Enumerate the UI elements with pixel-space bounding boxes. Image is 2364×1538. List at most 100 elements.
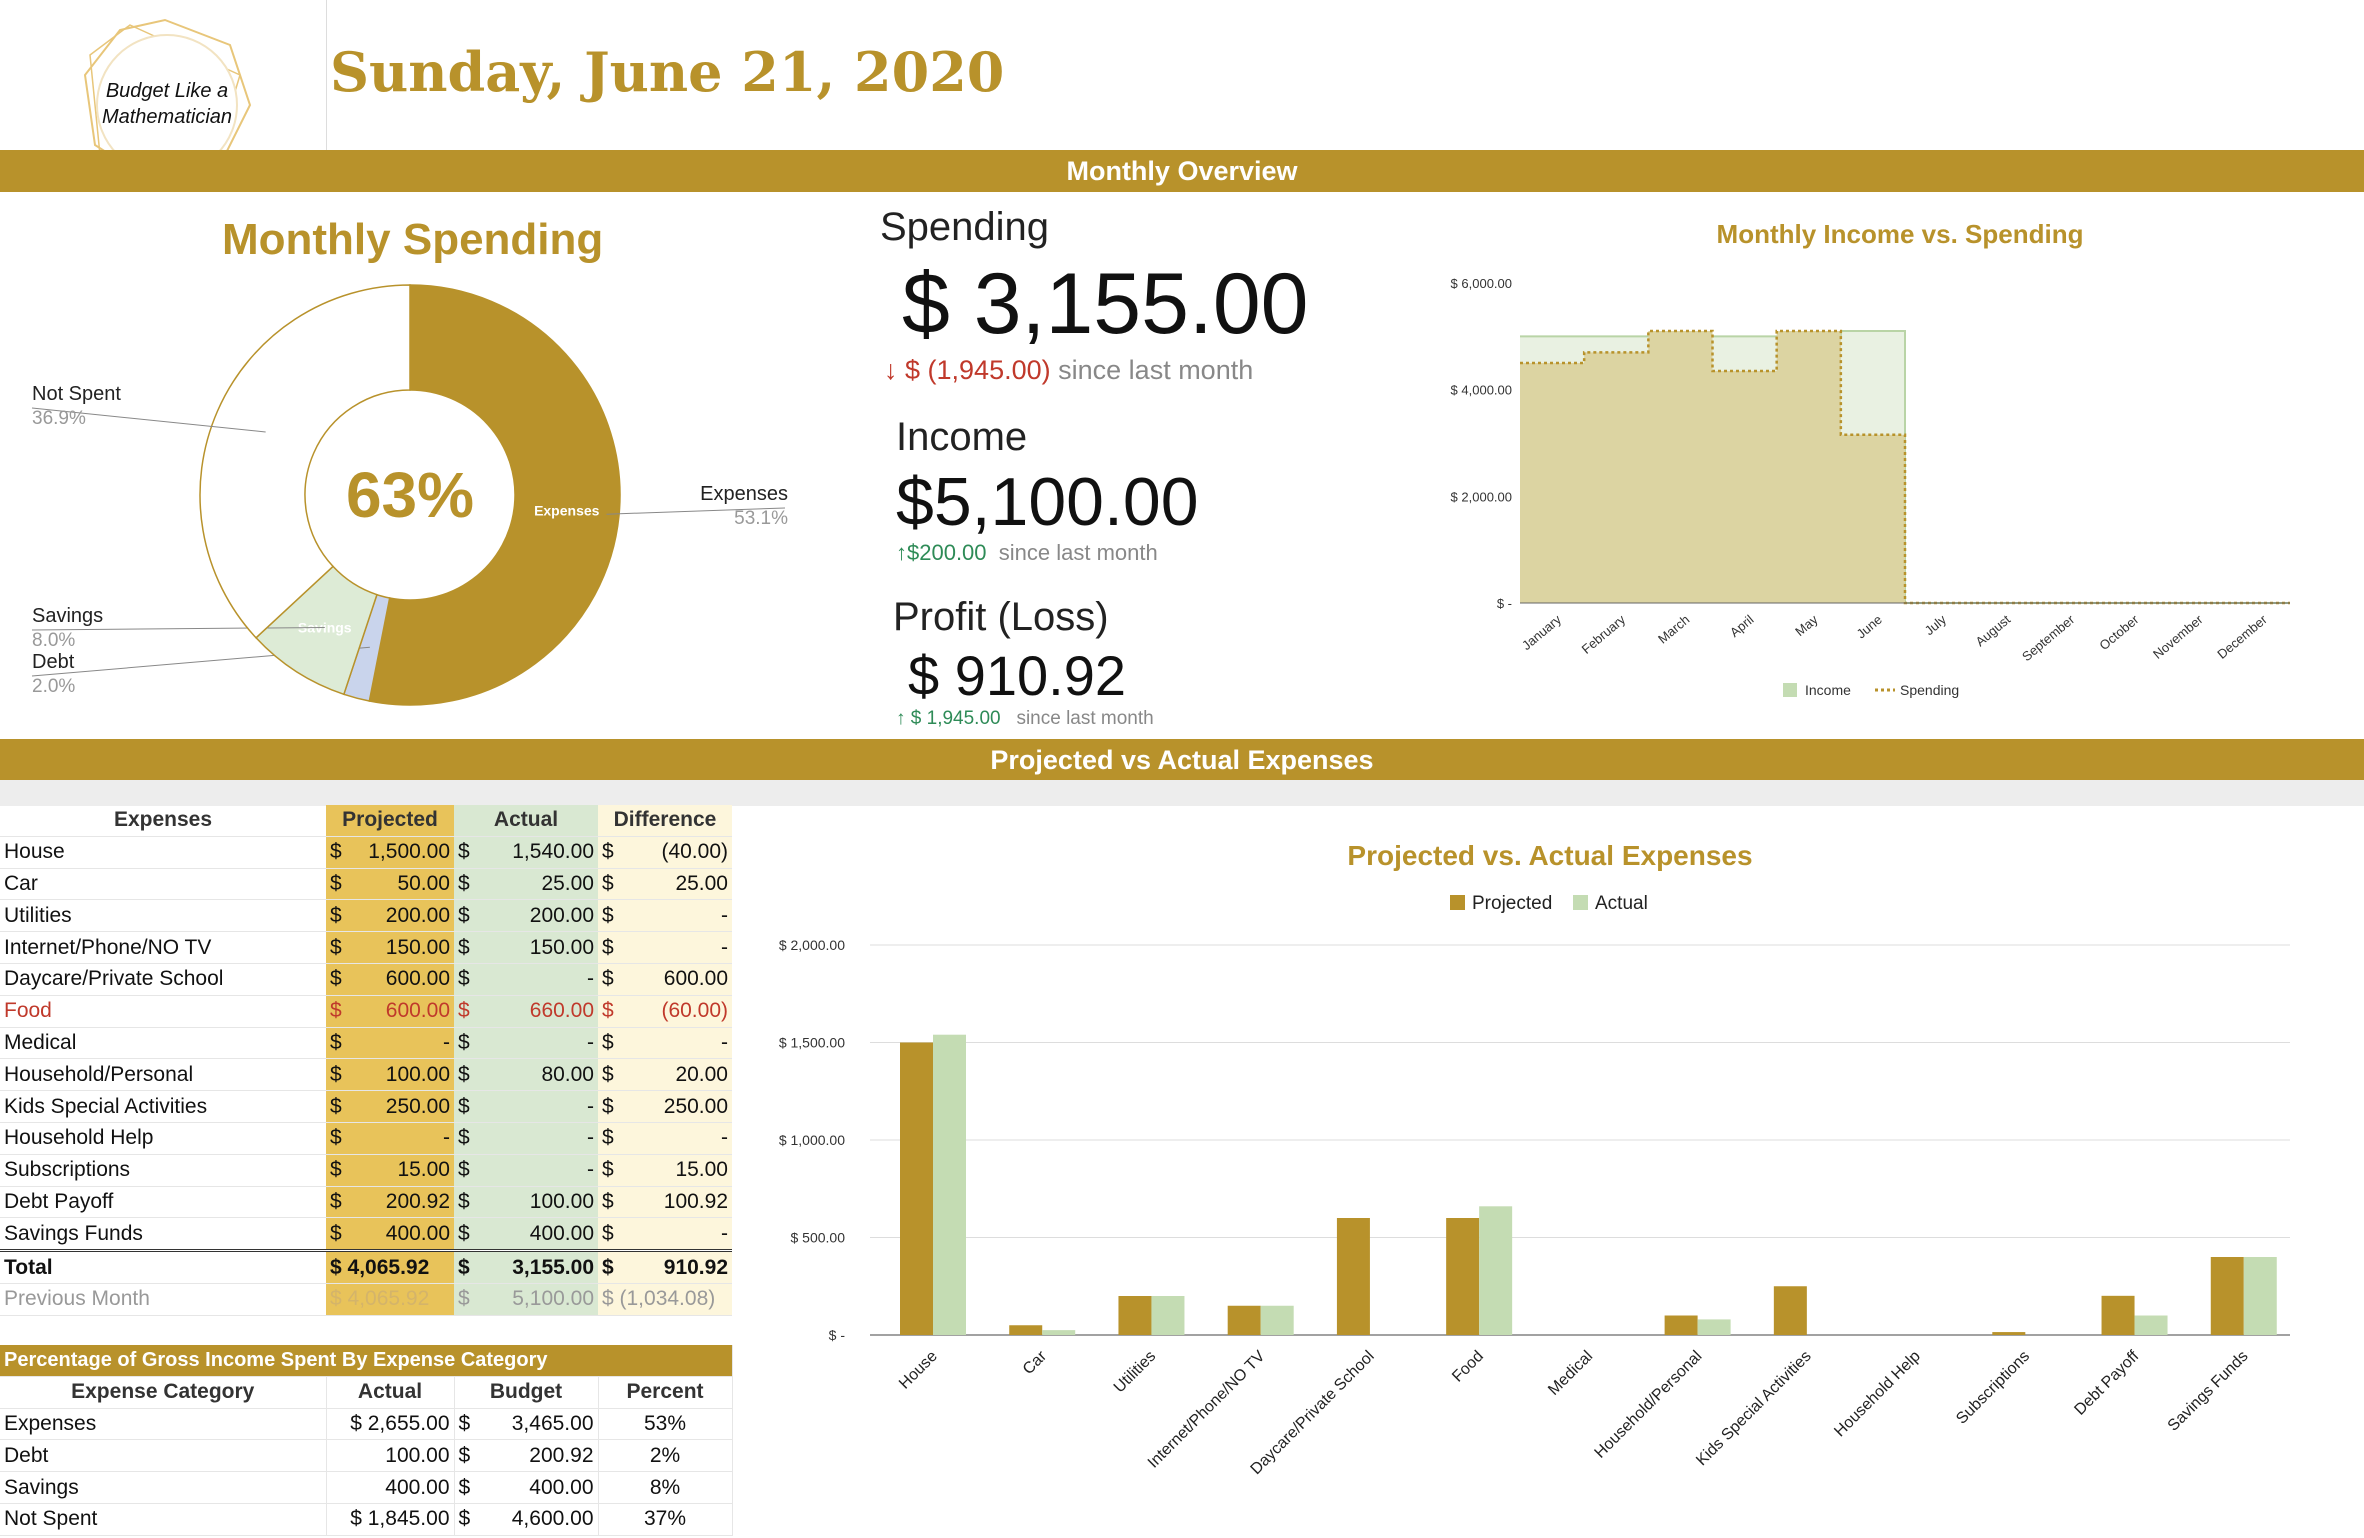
y-tick-label: $ 2,000.00 bbox=[1451, 489, 1512, 504]
bar-projected bbox=[1773, 1286, 1807, 1335]
projected-cell-value: 15.00 bbox=[397, 1158, 450, 1182]
x-tick-label: September bbox=[2019, 611, 2078, 664]
actual-cell-value: - bbox=[587, 1158, 594, 1182]
actual-cell: $ - bbox=[454, 963, 598, 996]
header-percent: Percent bbox=[598, 1376, 733, 1409]
down-arrow-icon: ↓ bbox=[884, 355, 898, 385]
table-row: Subscriptions $15.00 $ - $15.00 bbox=[0, 1154, 732, 1187]
spending-value: $ 3,155.00 bbox=[902, 256, 1309, 352]
x-tick-label: March bbox=[1655, 612, 1692, 647]
bar-actual bbox=[1697, 1319, 1731, 1335]
bar-projected bbox=[1009, 1325, 1043, 1335]
header-actual: Actual bbox=[454, 805, 598, 837]
currency-symbol: $ bbox=[458, 1158, 470, 1182]
currency-symbol: $ bbox=[458, 1126, 470, 1150]
grey-strip bbox=[0, 780, 2364, 806]
currency-symbol: $ bbox=[330, 1158, 342, 1182]
budget-cell: $400.00 bbox=[454, 1471, 599, 1504]
difference-cell-value: - bbox=[721, 935, 728, 959]
difference-cell: $ - bbox=[598, 931, 732, 964]
currency-symbol: $ bbox=[458, 1411, 471, 1435]
difference-cell: $ (60.00) bbox=[598, 995, 732, 1028]
category-cell: Expenses bbox=[0, 1408, 327, 1441]
percent-cell: 2% bbox=[598, 1439, 733, 1473]
total-difference: $910.92 bbox=[598, 1249, 732, 1284]
difference-cell: $250.00 bbox=[598, 1090, 732, 1123]
y-tick-label: $ 4,000.00 bbox=[1451, 383, 1512, 398]
monthly-spending-pie: Expenses Expenses 53.1% Debt 2.0% Savings Savi… bbox=[31, 284, 788, 706]
currency-symbol: $ bbox=[602, 1030, 614, 1054]
pie-center-percent: 63% bbox=[346, 459, 474, 531]
bar-projected bbox=[1227, 1305, 1261, 1335]
y-tick-label: $ 2,000.00 bbox=[779, 937, 845, 953]
table-row: Car $50.00 $25.00 $25.00 bbox=[0, 868, 732, 901]
row-label: Household Help bbox=[0, 1122, 326, 1155]
row-label: Utilities bbox=[0, 899, 326, 933]
currency-symbol: $ bbox=[458, 935, 470, 959]
total-difference-value: 910.92 bbox=[663, 1255, 728, 1279]
y-tick-label: $ 1,500.00 bbox=[779, 1035, 845, 1051]
currency-symbol: $ bbox=[602, 1255, 614, 1279]
projected-cell: $250.00 bbox=[326, 1090, 454, 1123]
difference-cell: $100.92 bbox=[598, 1186, 732, 1219]
actual-cell-value: - bbox=[587, 1094, 594, 1118]
currency-symbol: $ bbox=[330, 1094, 342, 1118]
expenses-table: Expenses Projected Actual Difference Hou… bbox=[0, 805, 732, 1316]
bar-projected bbox=[900, 1042, 933, 1335]
bar-actual bbox=[1042, 1330, 1076, 1335]
currency-symbol: $ bbox=[330, 903, 342, 927]
difference-cell: $25.00 bbox=[598, 868, 732, 901]
x-tick-label: Savings Funds bbox=[2165, 1348, 2252, 1435]
up-arrow-icon: ↑ bbox=[896, 540, 907, 565]
difference-cell-value: 25.00 bbox=[675, 871, 728, 895]
y-tick-label: $ 500.00 bbox=[791, 1230, 846, 1246]
actual-cell-value: - bbox=[587, 967, 594, 991]
projected-cell-value: 200.92 bbox=[385, 1189, 450, 1213]
legend-spending-label: Spending bbox=[1900, 682, 1959, 698]
actual-cell: $150.00 bbox=[454, 931, 598, 964]
projected-cell-value: 400.00 bbox=[385, 1221, 450, 1245]
projected-cell: $600.00 bbox=[326, 995, 454, 1028]
row-label: Kids Special Activities bbox=[0, 1090, 326, 1123]
currency-symbol: $ bbox=[602, 1094, 614, 1118]
table-row: Utilities $200.00 $200.00 $ - bbox=[0, 899, 732, 933]
x-tick-label: House bbox=[896, 1348, 941, 1393]
projected-cell-value: 250.00 bbox=[385, 1094, 450, 1118]
projected-cell-value: 100.00 bbox=[385, 1062, 450, 1086]
pie-label: Not Spent bbox=[32, 383, 121, 405]
logo-graphic: Budget Like a Mathematician bbox=[83, 18, 252, 182]
currency-symbol: $ bbox=[458, 903, 470, 927]
currency-symbol: $ bbox=[602, 999, 614, 1023]
projected-cell: $100.00 bbox=[326, 1058, 454, 1092]
projected-cell: $ - bbox=[326, 1122, 454, 1155]
x-tick-label: November bbox=[2150, 611, 2206, 661]
currency-symbol: $ bbox=[458, 1475, 471, 1499]
currency-symbol: $ bbox=[458, 1507, 471, 1531]
page-date: Sunday, June 21, 2020 bbox=[330, 40, 1005, 104]
bar-projected bbox=[2101, 1295, 2135, 1335]
currency-symbol: $ bbox=[458, 999, 470, 1023]
currency-symbol: $ bbox=[330, 840, 342, 864]
table-row: Debt Payoff $200.92 $100.00 $100.92 bbox=[0, 1186, 732, 1219]
total-projected: $ 4,065.92 bbox=[326, 1249, 454, 1284]
actual-cell: 100.00 bbox=[326, 1439, 455, 1473]
difference-cell-value: - bbox=[721, 1221, 728, 1245]
row-label: Medical bbox=[0, 1027, 326, 1060]
budget-cell: $200.92 bbox=[454, 1439, 599, 1473]
projected-cell-value: 600.00 bbox=[385, 999, 450, 1023]
row-label: Car bbox=[0, 868, 326, 901]
bar-projected bbox=[1118, 1296, 1152, 1335]
legend-projected-label: Projected bbox=[1472, 893, 1552, 914]
pie-leader-line bbox=[31, 626, 325, 631]
profit-since: since last month bbox=[1016, 708, 1154, 729]
spending-delta: $ (1,945.00) bbox=[905, 355, 1051, 385]
table-row: Kids Special Activities $250.00 $ - $250.00 bbox=[0, 1090, 732, 1123]
currency-symbol: $ bbox=[458, 1062, 470, 1086]
pie-percent: 53.1% bbox=[734, 508, 788, 529]
header-projected: Projected bbox=[326, 805, 454, 837]
actual-cell: $ - bbox=[454, 1090, 598, 1123]
actual-cell-value: 1,540.00 bbox=[512, 840, 594, 864]
actual-cell: $80.00 bbox=[454, 1058, 598, 1092]
x-tick-label: January bbox=[1519, 611, 1564, 653]
budget-cell: $3,465.00 bbox=[454, 1408, 599, 1441]
